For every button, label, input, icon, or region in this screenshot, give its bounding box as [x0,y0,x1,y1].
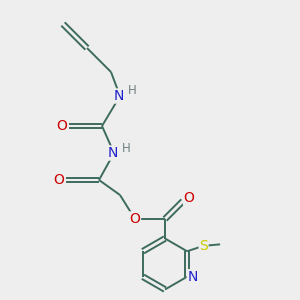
Text: S: S [199,239,208,253]
Text: H: H [122,142,131,155]
Text: N: N [187,270,198,284]
Text: O: O [56,119,67,133]
Text: O: O [184,191,194,205]
Text: N: N [107,146,118,160]
Text: O: O [53,173,64,187]
Text: O: O [130,212,140,226]
Text: N: N [113,89,124,103]
Text: H: H [128,83,137,97]
